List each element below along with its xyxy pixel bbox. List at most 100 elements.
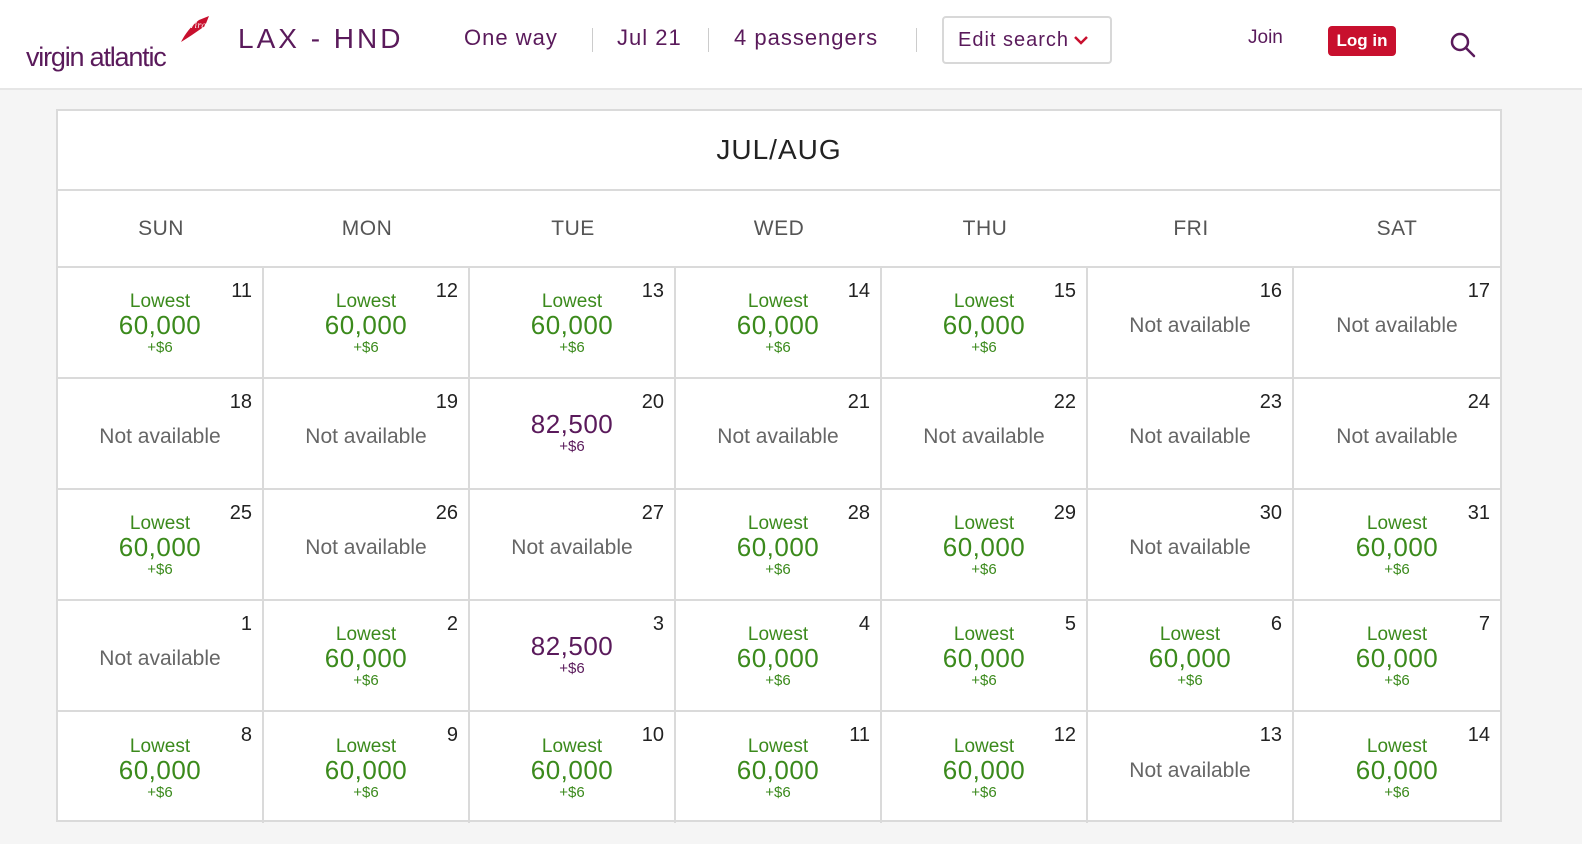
taxes-fee: +$6: [353, 671, 379, 689]
calendar-day-cell[interactable]: 14 Lowest 60,000 +$6: [676, 268, 882, 379]
not-available-text: Not available: [99, 646, 221, 670]
day-number: 17: [1467, 280, 1490, 302]
calendar-day-cell[interactable]: 3 82,500 +$6: [470, 601, 676, 712]
taxes-fee: +$6: [559, 437, 585, 455]
points-price: 60,000: [324, 309, 408, 340]
fare-info: Not available: [470, 490, 674, 599]
calendar-day-cell[interactable]: 11 Lowest 60,000 +$6: [58, 268, 264, 379]
fare-info: Not available: [1088, 379, 1292, 488]
search-icon[interactable]: [1450, 32, 1476, 58]
virgin-atlantic-logo[interactable]: virgin atlantic Virgin: [24, 14, 214, 72]
dow-wed: WED: [753, 216, 805, 240]
calendar-day-cell[interactable]: 12 Lowest 60,000 +$6: [264, 268, 470, 379]
calendar-day-cell[interactable]: 20 82,500 +$6: [470, 379, 676, 490]
travel-date[interactable]: Jul 21: [617, 25, 682, 50]
top-header: virgin atlantic Virgin LAX - HND One way…: [0, 0, 1582, 90]
calendar-day-cell: 24 Not available: [1294, 379, 1500, 490]
taxes-fee: +$6: [559, 338, 585, 356]
day-number: 13: [1259, 724, 1282, 746]
fare-info: Not available: [264, 379, 468, 488]
points-price: 82,500: [530, 630, 614, 661]
day-number: 8: [240, 724, 252, 746]
lowest-label: Lowest: [129, 735, 191, 757]
calendar-day-cell: 21 Not available: [676, 379, 882, 490]
calendar-grid: 11 Lowest 60,000 +$6 12 Lowest 60,000 +$6 13 Lowe…: [58, 268, 1500, 823]
edit-search-label: Edit search: [958, 28, 1070, 51]
day-number: 2: [446, 613, 458, 635]
day-number: 23: [1259, 391, 1282, 413]
edit-search-button[interactable]: Edit search: [942, 16, 1112, 64]
fare-info: Not available: [264, 490, 468, 599]
lowest-label: Lowest: [747, 290, 809, 312]
points-price: 82,500: [530, 408, 614, 439]
taxes-fee: +$6: [147, 560, 173, 578]
fare-info: 82,500 +$6: [470, 601, 674, 710]
lowest-label: Lowest: [953, 512, 1015, 534]
fare-info: Lowest 60,000 +$6: [1294, 490, 1500, 599]
passenger-count[interactable]: 4 passengers: [734, 25, 879, 50]
fare-info: Lowest 60,000 +$6: [1294, 601, 1500, 710]
day-number: 9: [446, 724, 458, 746]
join-link[interactable]: Join: [1248, 27, 1283, 48]
fare-info: Lowest 60,000 +$6: [882, 490, 1086, 599]
trip-type[interactable]: One way: [464, 25, 558, 50]
not-available-text: Not available: [1129, 424, 1251, 448]
calendar-day-cell[interactable]: 28 Lowest 60,000 +$6: [676, 490, 882, 601]
taxes-fee: +$6: [1384, 560, 1410, 578]
day-number: 18: [229, 391, 252, 413]
day-number: 22: [1053, 391, 1076, 413]
points-price: 60,000: [118, 531, 202, 562]
taxes-fee: +$6: [765, 560, 791, 578]
lowest-label: Lowest: [747, 735, 809, 757]
not-available-text: Not available: [1336, 424, 1458, 448]
day-number: 30: [1259, 502, 1282, 524]
calendar-day-cell[interactable]: 11 Lowest 60,000 +$6: [676, 712, 882, 823]
day-number: 16: [1259, 280, 1282, 302]
day-number: 24: [1467, 391, 1490, 413]
calendar-day-cell[interactable]: 5 Lowest 60,000 +$6: [882, 601, 1088, 712]
calendar-day-cell[interactable]: 7 Lowest 60,000 +$6: [1294, 601, 1500, 712]
fare-info: Lowest 60,000 +$6: [1088, 601, 1292, 710]
logo-sub-text: Virgin: [189, 21, 213, 30]
lowest-label: Lowest: [747, 623, 809, 645]
calendar-day-cell[interactable]: 4 Lowest 60,000 +$6: [676, 601, 882, 712]
calendar-day-cell[interactable]: 10 Lowest 60,000 +$6: [470, 712, 676, 823]
calendar-day-cell[interactable]: 29 Lowest 60,000 +$6: [882, 490, 1088, 601]
not-available-text: Not available: [511, 535, 633, 559]
day-number: 4: [858, 613, 870, 635]
calendar-day-cell[interactable]: 6 Lowest 60,000 +$6: [1088, 601, 1294, 712]
taxes-fee: +$6: [971, 560, 997, 578]
not-available-text: Not available: [717, 424, 839, 448]
points-price: 60,000: [1148, 642, 1232, 673]
virgin-logo-icon: Virgin: [181, 16, 213, 42]
calendar-day-cell[interactable]: 25 Lowest 60,000 +$6: [58, 490, 264, 601]
calendar-day-cell[interactable]: 9 Lowest 60,000 +$6: [264, 712, 470, 823]
lowest-label: Lowest: [335, 735, 397, 757]
points-price: 60,000: [736, 531, 820, 562]
calendar-day-cell[interactable]: 14 Lowest 60,000 +$6: [1294, 712, 1500, 823]
calendar-day-cell[interactable]: 31 Lowest 60,000 +$6: [1294, 490, 1500, 601]
dow-mon: MON: [341, 216, 393, 240]
fare-info: Lowest 60,000 +$6: [470, 268, 674, 377]
points-price: 60,000: [324, 754, 408, 785]
login-button[interactable]: Log in: [1328, 26, 1396, 56]
fare-info: Lowest 60,000 +$6: [676, 601, 880, 710]
calendar-day-cell[interactable]: 2 Lowest 60,000 +$6: [264, 601, 470, 712]
fare-info: Lowest 60,000 +$6: [882, 712, 1086, 823]
day-number: 26: [435, 502, 458, 524]
fare-info: Lowest 60,000 +$6: [676, 712, 880, 823]
day-number: 15: [1053, 280, 1076, 302]
lowest-label: Lowest: [953, 623, 1015, 645]
calendar-day-cell[interactable]: 8 Lowest 60,000 +$6: [58, 712, 264, 823]
points-price: 60,000: [530, 754, 614, 785]
day-number: 25: [229, 502, 252, 524]
lowest-label: Lowest: [129, 290, 191, 312]
fare-info: Lowest 60,000 +$6: [1294, 712, 1500, 823]
calendar-day-cell[interactable]: 12 Lowest 60,000 +$6: [882, 712, 1088, 823]
taxes-fee: +$6: [147, 783, 173, 801]
fare-info: 82,500 +$6: [470, 379, 674, 488]
calendar-day-cell[interactable]: 15 Lowest 60,000 +$6: [882, 268, 1088, 379]
calendar-day-cell[interactable]: 13 Lowest 60,000 +$6: [470, 268, 676, 379]
calendar-day-cell: 22 Not available: [882, 379, 1088, 490]
taxes-fee: +$6: [765, 338, 791, 356]
